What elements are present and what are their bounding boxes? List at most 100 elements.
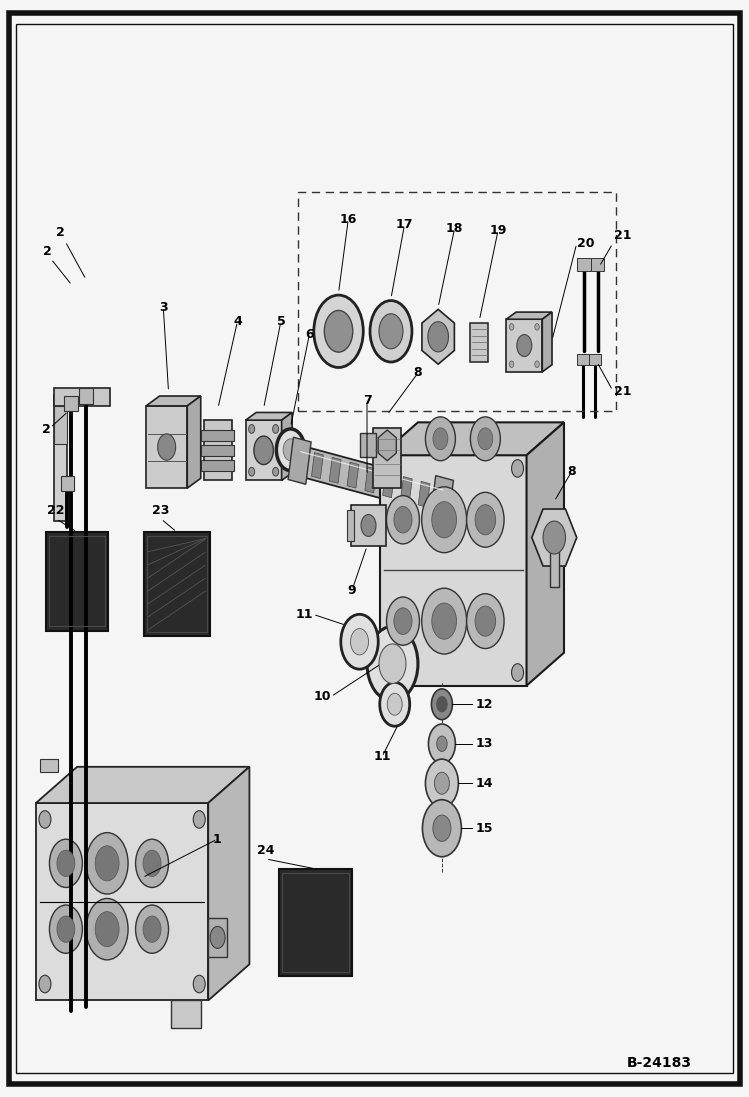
Circle shape [535, 361, 539, 367]
Text: 8: 8 [413, 366, 422, 380]
Polygon shape [288, 438, 311, 484]
Circle shape [386, 597, 419, 645]
Polygon shape [208, 767, 249, 1000]
Circle shape [210, 926, 225, 948]
Circle shape [425, 417, 455, 461]
Polygon shape [378, 430, 396, 461]
Circle shape [273, 425, 279, 433]
Polygon shape [347, 462, 359, 488]
Bar [204, 420, 232, 480]
Circle shape [276, 429, 305, 471]
Circle shape [543, 521, 565, 554]
Circle shape [437, 736, 447, 751]
Circle shape [394, 507, 412, 533]
Circle shape [39, 975, 51, 993]
Circle shape [517, 335, 532, 357]
Text: 1: 1 [213, 833, 222, 846]
Circle shape [380, 682, 410, 726]
Bar [380, 455, 527, 686]
Circle shape [475, 606, 496, 636]
Circle shape [428, 321, 449, 352]
Bar [591, 258, 604, 271]
Circle shape [437, 697, 447, 712]
Text: 14: 14 [476, 777, 493, 790]
Circle shape [394, 608, 412, 634]
Bar [64, 396, 78, 411]
Circle shape [157, 433, 175, 460]
Polygon shape [312, 453, 324, 478]
Circle shape [324, 310, 353, 352]
Bar [246, 420, 282, 480]
Polygon shape [297, 445, 444, 514]
Circle shape [57, 916, 75, 942]
Polygon shape [506, 312, 552, 319]
Bar [171, 1000, 201, 1028]
Circle shape [386, 496, 419, 544]
Polygon shape [330, 457, 341, 484]
Bar [208, 918, 227, 957]
Text: 5: 5 [276, 315, 285, 328]
Circle shape [314, 295, 363, 367]
Bar [49, 536, 105, 626]
Circle shape [467, 593, 504, 648]
Bar [279, 869, 352, 976]
Bar [298, 192, 616, 411]
Polygon shape [282, 412, 292, 480]
Bar [61, 476, 74, 491]
Text: 11: 11 [296, 608, 313, 621]
Polygon shape [401, 476, 412, 502]
Circle shape [370, 301, 412, 362]
Bar [54, 395, 67, 521]
Circle shape [509, 361, 514, 367]
Circle shape [387, 693, 402, 715]
Text: 3: 3 [159, 301, 168, 314]
Circle shape [341, 614, 378, 669]
Text: 11: 11 [373, 750, 391, 764]
Text: 13: 13 [476, 737, 493, 750]
Bar [373, 428, 401, 488]
Bar [470, 323, 488, 362]
Circle shape [434, 772, 449, 794]
Circle shape [433, 428, 448, 450]
Circle shape [283, 439, 298, 461]
Circle shape [143, 850, 161, 877]
Circle shape [383, 664, 395, 681]
Text: 8: 8 [567, 465, 576, 478]
Polygon shape [380, 422, 564, 455]
Bar [201, 460, 234, 471]
Bar [54, 388, 110, 406]
Circle shape [433, 815, 451, 841]
Bar [351, 505, 386, 546]
Circle shape [273, 467, 279, 476]
Bar [201, 430, 234, 441]
Bar [506, 319, 542, 372]
Circle shape [509, 324, 514, 330]
Text: 17: 17 [395, 218, 413, 231]
Bar [589, 354, 601, 365]
Circle shape [95, 846, 119, 881]
Polygon shape [187, 396, 201, 488]
Circle shape [422, 588, 467, 654]
Text: B-24183: B-24183 [627, 1055, 691, 1070]
Circle shape [193, 975, 205, 993]
Circle shape [351, 629, 369, 655]
Polygon shape [54, 406, 67, 444]
Polygon shape [383, 472, 395, 498]
Polygon shape [527, 422, 564, 686]
Circle shape [39, 811, 51, 828]
Bar [144, 532, 210, 636]
Text: 18: 18 [446, 222, 464, 235]
Bar [46, 532, 108, 631]
Circle shape [431, 603, 456, 640]
Text: 2: 2 [43, 245, 52, 258]
Text: 23: 23 [152, 504, 170, 517]
Circle shape [143, 916, 161, 942]
Bar [201, 445, 234, 456]
Circle shape [425, 759, 458, 807]
Circle shape [422, 487, 467, 553]
Circle shape [383, 460, 395, 477]
Circle shape [431, 689, 452, 720]
Circle shape [49, 839, 82, 887]
Text: 7: 7 [363, 394, 372, 407]
Circle shape [431, 501, 456, 538]
